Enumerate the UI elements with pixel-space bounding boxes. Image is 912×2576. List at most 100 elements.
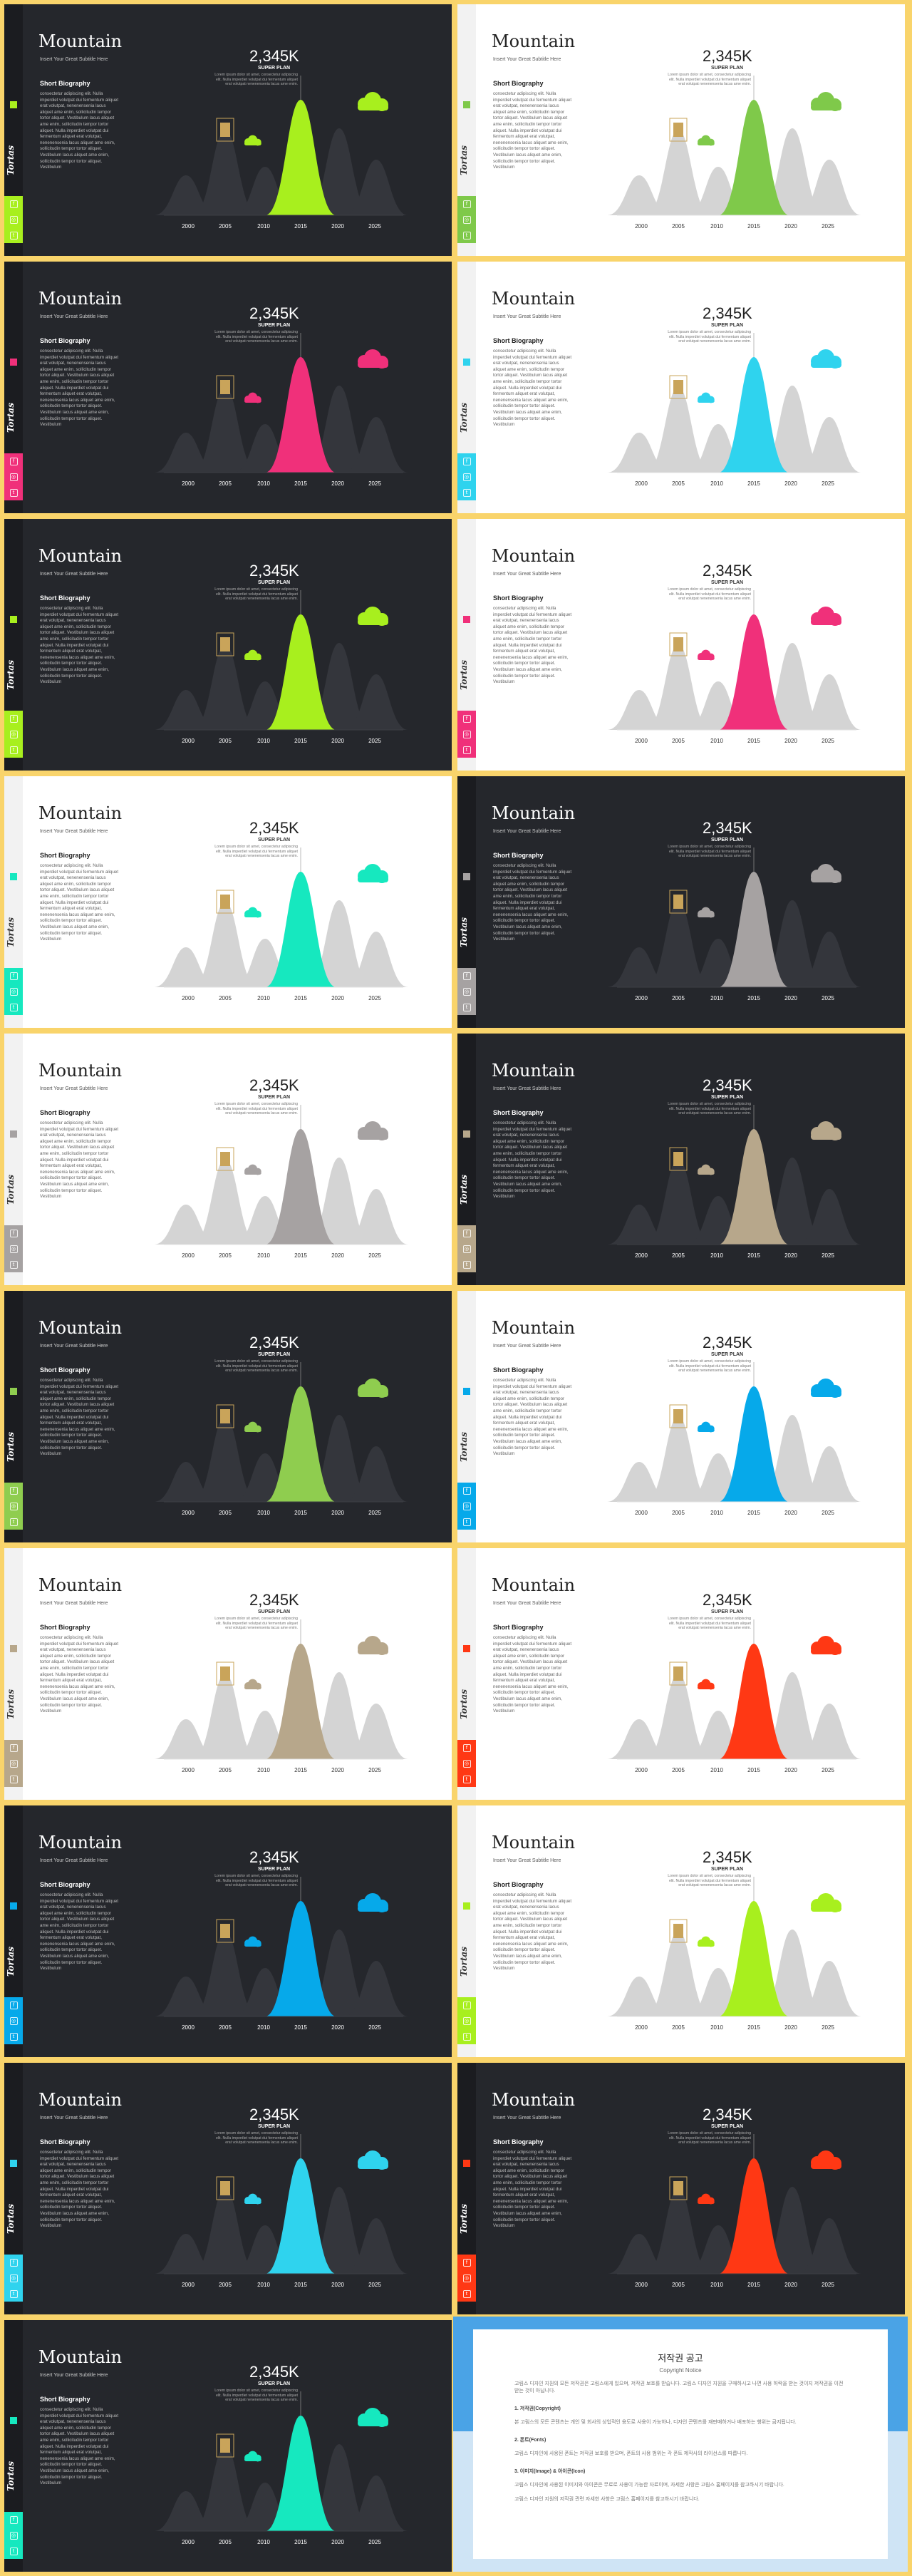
facebook-icon[interactable]: f (462, 714, 471, 723)
x-tick-label: 2010 (710, 995, 723, 1001)
twitter-icon[interactable]: t (462, 2289, 471, 2298)
facebook-icon[interactable]: f (9, 1486, 18, 1495)
slide-thumbnail[interactable]: Tortas f ◎ t Mountain Insert Your Great … (4, 1034, 452, 1285)
social-strip: f ◎ t (4, 196, 23, 243)
copyright-notice-slide[interactable]: 저작권 공고 Copyright Notice 고림스 디자인 지원의 모든 저… (453, 2317, 908, 2572)
twitter-icon[interactable]: t (462, 231, 471, 239)
slide-thumbnail[interactable]: Tortas f ◎ t Mountain Insert Your Great … (4, 262, 452, 513)
background-mountain (192, 644, 258, 730)
slide-thumbnail[interactable]: Tortas f ◎ t Mountain Insert Your Great … (457, 262, 905, 513)
facebook-icon[interactable]: f (462, 200, 471, 208)
instagram-icon[interactable]: ◎ (9, 2274, 18, 2282)
twitter-icon[interactable]: t (462, 746, 471, 754)
x-tick-label: 2010 (257, 1252, 270, 1259)
twitter-icon[interactable]: t (462, 1260, 471, 1269)
instagram-icon[interactable]: ◎ (9, 1759, 18, 1768)
badge-core (673, 1666, 683, 1681)
x-tick-label: 2020 (784, 738, 797, 744)
instagram-icon[interactable]: ◎ (9, 1502, 18, 1510)
slide-thumbnail[interactable]: Tortas f ◎ t Mountain Insert Your Great … (457, 4, 905, 256)
trophy-badge (669, 632, 688, 656)
instagram-icon[interactable]: ◎ (9, 2016, 18, 2025)
slide-thumbnail[interactable]: Tortas f ◎ t Mountain Insert Your Great … (4, 2063, 452, 2314)
twitter-icon[interactable]: t (462, 1003, 471, 1011)
slide-thumbnail[interactable]: Tortas f ◎ t Mountain Insert Your Great … (4, 2320, 452, 2572)
instagram-icon[interactable]: ◎ (462, 1759, 471, 1768)
slide-thumbnail[interactable]: Tortas f ◎ t Mountain Insert Your Great … (457, 776, 905, 1028)
slide-thumbnail[interactable]: Tortas f ◎ t Mountain Insert Your Great … (457, 1548, 905, 1800)
slide-thumbnail[interactable]: Tortas f ◎ t Mountain Insert Your Great … (4, 1291, 452, 1542)
instagram-icon[interactable]: ◎ (462, 2274, 471, 2282)
facebook-icon[interactable]: f (462, 972, 471, 980)
twitter-icon[interactable]: t (9, 1775, 18, 1783)
background-mountain (154, 2234, 218, 2274)
facebook-icon[interactable]: f (9, 714, 18, 723)
facebook-icon[interactable]: f (462, 1229, 471, 1237)
slide-thumbnail[interactable]: Tortas f ◎ t Mountain Insert Your Great … (457, 2063, 905, 2314)
big-number: 2,345K (249, 819, 299, 837)
twitter-icon[interactable]: t (9, 1518, 18, 1526)
facebook-icon[interactable]: f (462, 2258, 471, 2267)
facebook-icon[interactable]: f (462, 1486, 471, 1495)
badge-core (673, 637, 683, 651)
twitter-icon[interactable]: t (462, 1775, 471, 1783)
social-strip: f ◎ t (457, 1997, 476, 2044)
mountain-chart: 2000 2005 2010 2015 2020 2025 (607, 333, 861, 487)
facebook-icon[interactable]: f (9, 457, 18, 465)
facebook-icon[interactable]: f (9, 2001, 18, 2009)
instagram-icon[interactable]: ◎ (462, 215, 471, 224)
facebook-icon[interactable]: f (462, 1743, 471, 1752)
twitter-icon[interactable]: t (9, 231, 18, 239)
instagram-icon[interactable]: ◎ (9, 2531, 18, 2540)
facebook-icon[interactable]: f (9, 200, 18, 208)
facebook-icon[interactable]: f (462, 2001, 471, 2009)
badge-frame (216, 632, 234, 656)
x-tick-label: 2025 (822, 995, 834, 1001)
facebook-icon[interactable]: f (9, 2515, 18, 2524)
cloud-icon (244, 392, 261, 403)
slide-thumbnail[interactable]: Tortas f ◎ t Mountain Insert Your Great … (4, 4, 452, 256)
instagram-icon[interactable]: ◎ (9, 730, 18, 738)
slide-thumbnail[interactable]: Tortas f ◎ t Mountain Insert Your Great … (4, 519, 452, 771)
slide-thumbnail[interactable]: Tortas f ◎ t Mountain Insert Your Great … (4, 1805, 452, 2057)
slide-subtitle: Insert Your Great Subtitle Here (493, 572, 561, 577)
instagram-icon[interactable]: ◎ (9, 1245, 18, 1253)
bio-heading: Short Biography (40, 1881, 90, 1888)
facebook-icon[interactable]: f (9, 1229, 18, 1237)
instagram-icon[interactable]: ◎ (462, 730, 471, 738)
instagram-icon[interactable]: ◎ (462, 987, 471, 996)
facebook-icon[interactable]: f (9, 1743, 18, 1752)
instagram-icon[interactable]: ◎ (462, 1245, 471, 1253)
twitter-icon[interactable]: t (9, 1003, 18, 1011)
facebook-icon[interactable]: f (462, 457, 471, 465)
background-mountain (607, 175, 671, 215)
x-tick-label: 2000 (182, 1510, 195, 1516)
twitter-icon[interactable]: t (9, 746, 18, 754)
twitter-icon[interactable]: t (462, 488, 471, 497)
twitter-icon[interactable]: t (462, 1518, 471, 1526)
twitter-icon[interactable]: t (462, 2032, 471, 2041)
highlight-mountain (265, 614, 336, 730)
twitter-icon[interactable]: t (9, 488, 18, 497)
instagram-icon[interactable]: ◎ (9, 473, 18, 481)
twitter-icon[interactable]: t (9, 1260, 18, 1269)
slide-thumbnail[interactable]: Tortas f ◎ t Mountain Insert Your Great … (4, 776, 452, 1028)
twitter-icon[interactable]: t (9, 2032, 18, 2041)
slide-thumbnail[interactable]: Tortas f ◎ t Mountain Insert Your Great … (457, 519, 905, 771)
instagram-icon[interactable]: ◎ (9, 215, 18, 224)
slide-thumbnail[interactable]: Tortas f ◎ t Mountain Insert Your Great … (457, 1805, 905, 2057)
highlight-mountain (265, 1644, 336, 1759)
x-tick-label: 2005 (219, 2024, 232, 2031)
slide-subtitle: Insert Your Great Subtitle Here (40, 1601, 108, 1606)
instagram-icon[interactable]: ◎ (462, 473, 471, 481)
slide-thumbnail[interactable]: Tortas f ◎ t Mountain Insert Your Great … (457, 1034, 905, 1285)
facebook-icon[interactable]: f (9, 2258, 18, 2267)
slide-thumbnail[interactable]: Tortas f ◎ t Mountain Insert Your Great … (457, 1291, 905, 1542)
twitter-icon[interactable]: t (9, 2289, 18, 2298)
instagram-icon[interactable]: ◎ (9, 987, 18, 996)
instagram-icon[interactable]: ◎ (462, 1502, 471, 1510)
twitter-icon[interactable]: t (9, 2547, 18, 2555)
facebook-icon[interactable]: f (9, 972, 18, 980)
instagram-icon[interactable]: ◎ (462, 2016, 471, 2025)
slide-thumbnail[interactable]: Tortas f ◎ t Mountain Insert Your Great … (4, 1548, 452, 1800)
